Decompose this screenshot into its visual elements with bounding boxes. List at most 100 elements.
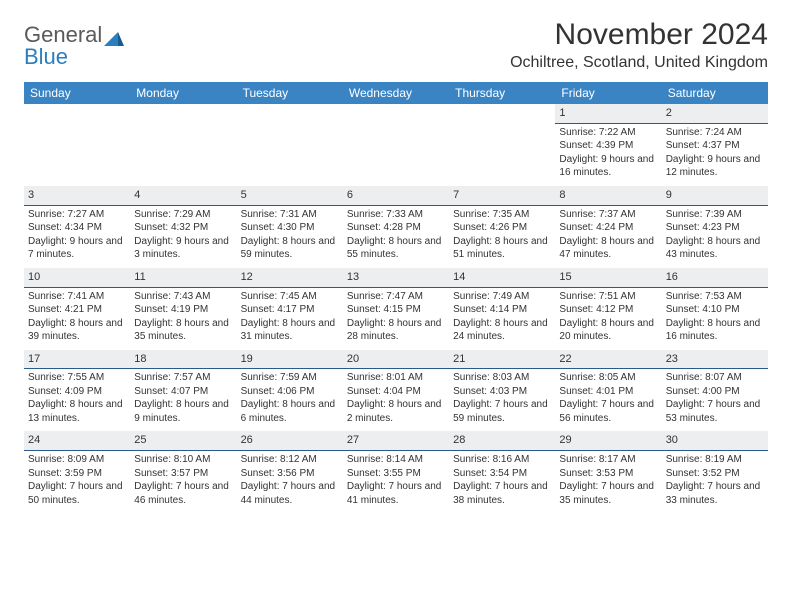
weekday-header-row: Sunday Monday Tuesday Wednesday Thursday… [24, 82, 768, 104]
day-cell: 8Sunrise: 7:37 AMSunset: 4:24 PMDaylight… [555, 186, 661, 268]
day-cell: 20Sunrise: 8:01 AMSunset: 4:04 PMDayligh… [343, 350, 449, 432]
day-cell: 26Sunrise: 8:12 AMSunset: 3:56 PMDayligh… [237, 431, 343, 513]
sunset-text: Sunset: 4:01 PM [559, 385, 657, 399]
sunset-text: Sunset: 4:07 PM [134, 385, 232, 399]
sunset-text: Sunset: 4:17 PM [241, 303, 339, 317]
daylight-text: Daylight: 8 hours and 39 minutes. [28, 317, 126, 344]
sunset-text: Sunset: 4:15 PM [347, 303, 445, 317]
day-cell: 25Sunrise: 8:10 AMSunset: 3:57 PMDayligh… [130, 431, 236, 513]
sunrise-text: Sunrise: 8:17 AM [559, 453, 657, 467]
day-cell: 10Sunrise: 7:41 AMSunset: 4:21 PMDayligh… [24, 268, 130, 350]
daylight-text: Daylight: 8 hours and 55 minutes. [347, 235, 445, 262]
day-number: 17 [24, 350, 130, 370]
day-cell [449, 104, 555, 186]
sunset-text: Sunset: 3:56 PM [241, 467, 339, 481]
sunset-text: Sunset: 4:10 PM [666, 303, 764, 317]
sunrise-text: Sunrise: 7:51 AM [559, 290, 657, 304]
day-number: 7 [449, 186, 555, 206]
day-number: 25 [130, 431, 236, 451]
daylight-text: Daylight: 8 hours and 43 minutes. [666, 235, 764, 262]
daylight-text: Daylight: 7 hours and 56 minutes. [559, 398, 657, 425]
sunset-text: Sunset: 4:06 PM [241, 385, 339, 399]
day-number: 18 [130, 350, 236, 370]
day-number: 15 [555, 268, 661, 288]
weekday-header-saturday: Saturday [662, 82, 768, 104]
sunrise-text: Sunrise: 7:53 AM [666, 290, 764, 304]
weekday-header-thursday: Thursday [449, 82, 555, 104]
sunset-text: Sunset: 4:24 PM [559, 221, 657, 235]
sunrise-text: Sunrise: 7:39 AM [666, 208, 764, 222]
daylight-text: Daylight: 9 hours and 7 minutes. [28, 235, 126, 262]
daylight-text: Daylight: 7 hours and 59 minutes. [453, 398, 551, 425]
week-row: 17Sunrise: 7:55 AMSunset: 4:09 PMDayligh… [24, 350, 768, 432]
day-cell: 19Sunrise: 7:59 AMSunset: 4:06 PMDayligh… [237, 350, 343, 432]
weekday-header-tuesday: Tuesday [237, 82, 343, 104]
daylight-text: Daylight: 7 hours and 35 minutes. [559, 480, 657, 507]
sunrise-text: Sunrise: 7:43 AM [134, 290, 232, 304]
sunset-text: Sunset: 4:04 PM [347, 385, 445, 399]
daylight-text: Daylight: 8 hours and 51 minutes. [453, 235, 551, 262]
day-cell: 17Sunrise: 7:55 AMSunset: 4:09 PMDayligh… [24, 350, 130, 432]
week-row: 10Sunrise: 7:41 AMSunset: 4:21 PMDayligh… [24, 268, 768, 350]
sunset-text: Sunset: 4:28 PM [347, 221, 445, 235]
daylight-text: Daylight: 7 hours and 53 minutes. [666, 398, 764, 425]
day-cell: 7Sunrise: 7:35 AMSunset: 4:26 PMDaylight… [449, 186, 555, 268]
daylight-text: Daylight: 7 hours and 33 minutes. [666, 480, 764, 507]
daylight-text: Daylight: 8 hours and 35 minutes. [134, 317, 232, 344]
day-number: 30 [662, 431, 768, 451]
day-number: 5 [237, 186, 343, 206]
sunset-text: Sunset: 4:21 PM [28, 303, 126, 317]
sunset-text: Sunset: 3:57 PM [134, 467, 232, 481]
daylight-text: Daylight: 8 hours and 6 minutes. [241, 398, 339, 425]
sunset-text: Sunset: 3:52 PM [666, 467, 764, 481]
sunset-text: Sunset: 3:53 PM [559, 467, 657, 481]
logo-triangle-icon [104, 30, 124, 46]
day-cell: 2Sunrise: 7:24 AMSunset: 4:37 PMDaylight… [662, 104, 768, 186]
day-number: 1 [555, 104, 661, 124]
sunrise-text: Sunrise: 8:19 AM [666, 453, 764, 467]
sunrise-text: Sunrise: 8:12 AM [241, 453, 339, 467]
day-number: 6 [343, 186, 449, 206]
day-cell: 9Sunrise: 7:39 AMSunset: 4:23 PMDaylight… [662, 186, 768, 268]
sunset-text: Sunset: 3:55 PM [347, 467, 445, 481]
sunrise-text: Sunrise: 8:09 AM [28, 453, 126, 467]
day-cell: 4Sunrise: 7:29 AMSunset: 4:32 PMDaylight… [130, 186, 236, 268]
sunset-text: Sunset: 4:14 PM [453, 303, 551, 317]
sunset-text: Sunset: 4:37 PM [666, 139, 764, 153]
daylight-text: Daylight: 7 hours and 46 minutes. [134, 480, 232, 507]
day-cell: 21Sunrise: 8:03 AMSunset: 4:03 PMDayligh… [449, 350, 555, 432]
day-number: 4 [130, 186, 236, 206]
week-row: 3Sunrise: 7:27 AMSunset: 4:34 PMDaylight… [24, 186, 768, 268]
sunrise-text: Sunrise: 7:59 AM [241, 371, 339, 385]
day-number: 20 [343, 350, 449, 370]
day-cell: 30 Sunrise: 8:19 AMSunset: 3:52 PMDayligh… [662, 431, 768, 513]
sunrise-text: Sunrise: 7:45 AM [241, 290, 339, 304]
day-number: 21 [449, 350, 555, 370]
day-cell: 22Sunrise: 8:05 AMSunset: 4:01 PMDayligh… [555, 350, 661, 432]
day-cell: 13Sunrise: 7:47 AMSunset: 4:15 PMDayligh… [343, 268, 449, 350]
daylight-text: Daylight: 8 hours and 28 minutes. [347, 317, 445, 344]
sunrise-text: Sunrise: 7:22 AM [559, 126, 657, 140]
sunset-text: Sunset: 3:59 PM [28, 467, 126, 481]
day-number: 12 [237, 268, 343, 288]
day-cell: 14Sunrise: 7:49 AMSunset: 4:14 PMDayligh… [449, 268, 555, 350]
location-subtitle: Ochiltree, Scotland, United Kingdom [510, 54, 768, 72]
sunrise-text: Sunrise: 8:05 AM [559, 371, 657, 385]
day-cell: 1Sunrise: 7:22 AMSunset: 4:39 PMDaylight… [555, 104, 661, 186]
calendar-body: 1Sunrise: 7:22 AMSunset: 4:39 PMDaylight… [24, 104, 768, 513]
day-number: 23 [662, 350, 768, 370]
day-number: 8 [555, 186, 661, 206]
sunset-text: Sunset: 4:03 PM [453, 385, 551, 399]
sunset-text: Sunset: 4:30 PM [241, 221, 339, 235]
day-cell: 3Sunrise: 7:27 AMSunset: 4:34 PMDaylight… [24, 186, 130, 268]
sunrise-text: Sunrise: 8:03 AM [453, 371, 551, 385]
daylight-text: Daylight: 8 hours and 24 minutes. [453, 317, 551, 344]
daylight-text: Daylight: 8 hours and 20 minutes. [559, 317, 657, 344]
day-cell: 29Sunrise: 8:17 AMSunset: 3:53 PMDayligh… [555, 431, 661, 513]
sunset-text: Sunset: 4:34 PM [28, 221, 126, 235]
day-number: 24 [24, 431, 130, 451]
daylight-text: Daylight: 8 hours and 13 minutes. [28, 398, 126, 425]
daylight-text: Daylight: 9 hours and 12 minutes. [666, 153, 764, 180]
sunrise-text: Sunrise: 7:33 AM [347, 208, 445, 222]
sunrise-text: Sunrise: 7:27 AM [28, 208, 126, 222]
